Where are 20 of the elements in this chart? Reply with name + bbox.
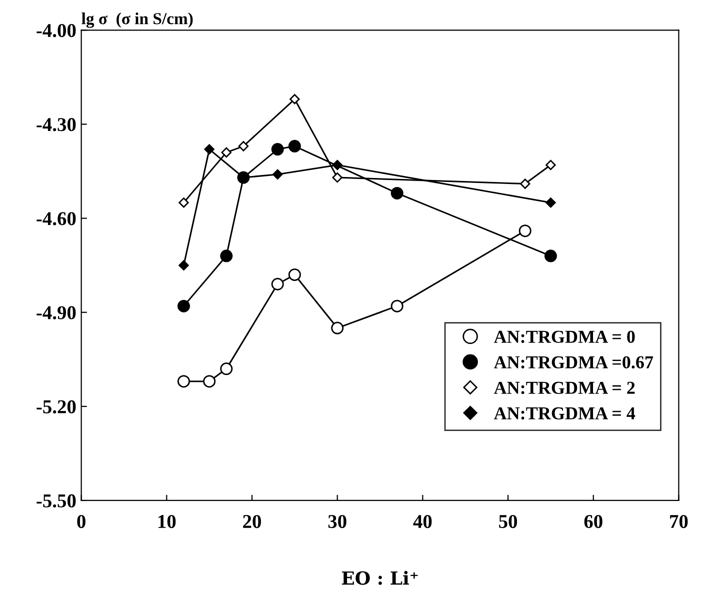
- x-tick-label: 60: [584, 514, 602, 528]
- x-tick-label: 70: [670, 514, 688, 528]
- x-tick-label: 50: [499, 514, 518, 528]
- y-tick-label: -5.50: [36, 494, 76, 508]
- y-tick-label: -4.00: [36, 24, 76, 38]
- x-tick-label: 0: [77, 514, 86, 528]
- y-tick-label: -4.30: [36, 118, 76, 132]
- legend-label: AN:TRGDMA =0.67: [494, 356, 654, 368]
- y-tick-label: -5.20: [36, 400, 76, 414]
- y-axis-title: lg σ (σ in S/cm): [82, 12, 193, 28]
- legend-label: AN:TRGDMA = 2: [494, 382, 635, 394]
- legend-label: AN:TRGDMA = 0: [494, 330, 635, 343]
- y-tick-label: -4.90: [36, 306, 76, 320]
- x-tick-label: 10: [158, 514, 176, 528]
- x-tick-label: 40: [413, 514, 432, 528]
- x-axis-title: EO : Li⁺: [342, 570, 418, 585]
- legend-label: AN:TRGDMA = 4: [494, 407, 636, 420]
- x-tick-label: 20: [243, 514, 261, 528]
- x-tick-label: 30: [328, 514, 346, 528]
- y-tick-label: -4.60: [36, 212, 76, 226]
